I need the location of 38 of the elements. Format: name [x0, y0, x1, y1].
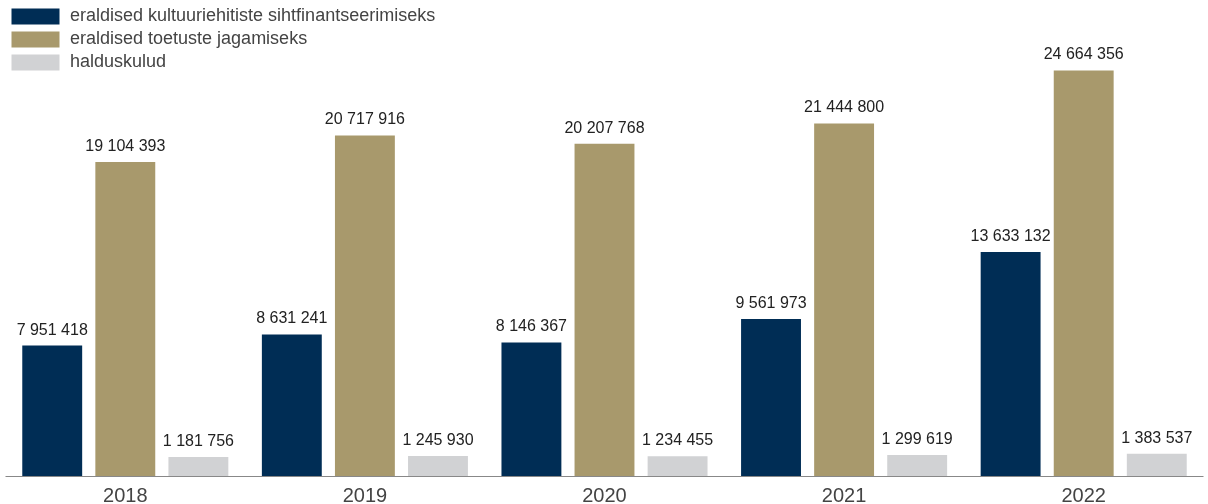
bar — [501, 342, 562, 477]
data-label: 8 631 241 — [256, 309, 328, 327]
bar — [261, 334, 322, 477]
x-tick-label: 2019 — [342, 483, 388, 504]
bar — [1053, 70, 1114, 477]
data-label: 8 146 367 — [495, 317, 568, 335]
bar — [980, 252, 1041, 477]
x-tick-label: 2022 — [1061, 483, 1106, 504]
data-label: 1 383 537 — [1121, 428, 1193, 446]
bar — [814, 123, 875, 477]
bar — [168, 457, 229, 477]
data-label: 1 299 619 — [881, 430, 953, 448]
legend-label: eraldised kultuuriehitiste sihtfinantseerimiseks — [70, 5, 436, 26]
data-label: 9 561 973 — [735, 294, 807, 312]
bar — [95, 162, 156, 477]
bar — [22, 345, 83, 477]
data-label: 13 633 132 — [970, 227, 1051, 245]
data-label: 1 245 930 — [402, 430, 474, 448]
data-label: 21 444 800 — [804, 98, 885, 116]
bar — [647, 456, 708, 477]
data-label: 24 664 356 — [1043, 45, 1124, 63]
bar — [1126, 453, 1187, 477]
data-label: 20 207 768 — [564, 118, 645, 136]
data-label: 20 717 916 — [324, 110, 406, 128]
bar — [574, 143, 635, 477]
legend-label: halduskulud — [70, 51, 167, 72]
bar — [887, 455, 948, 477]
data-label: 1 181 756 — [162, 432, 235, 450]
bar — [408, 455, 468, 477]
legend-label: eraldised toetuste jagamiseks — [70, 28, 308, 49]
x-tick-label: 2021 — [821, 483, 867, 504]
data-label: 19 104 393 — [85, 137, 166, 154]
data-label: 1 234 455 — [641, 431, 714, 449]
bar — [334, 135, 395, 477]
bar — [741, 319, 801, 477]
x-tick-label: 2020 — [582, 483, 627, 504]
x-tick-label: 2018 — [103, 483, 148, 504]
data-label: 7 951 418 — [16, 320, 88, 338]
